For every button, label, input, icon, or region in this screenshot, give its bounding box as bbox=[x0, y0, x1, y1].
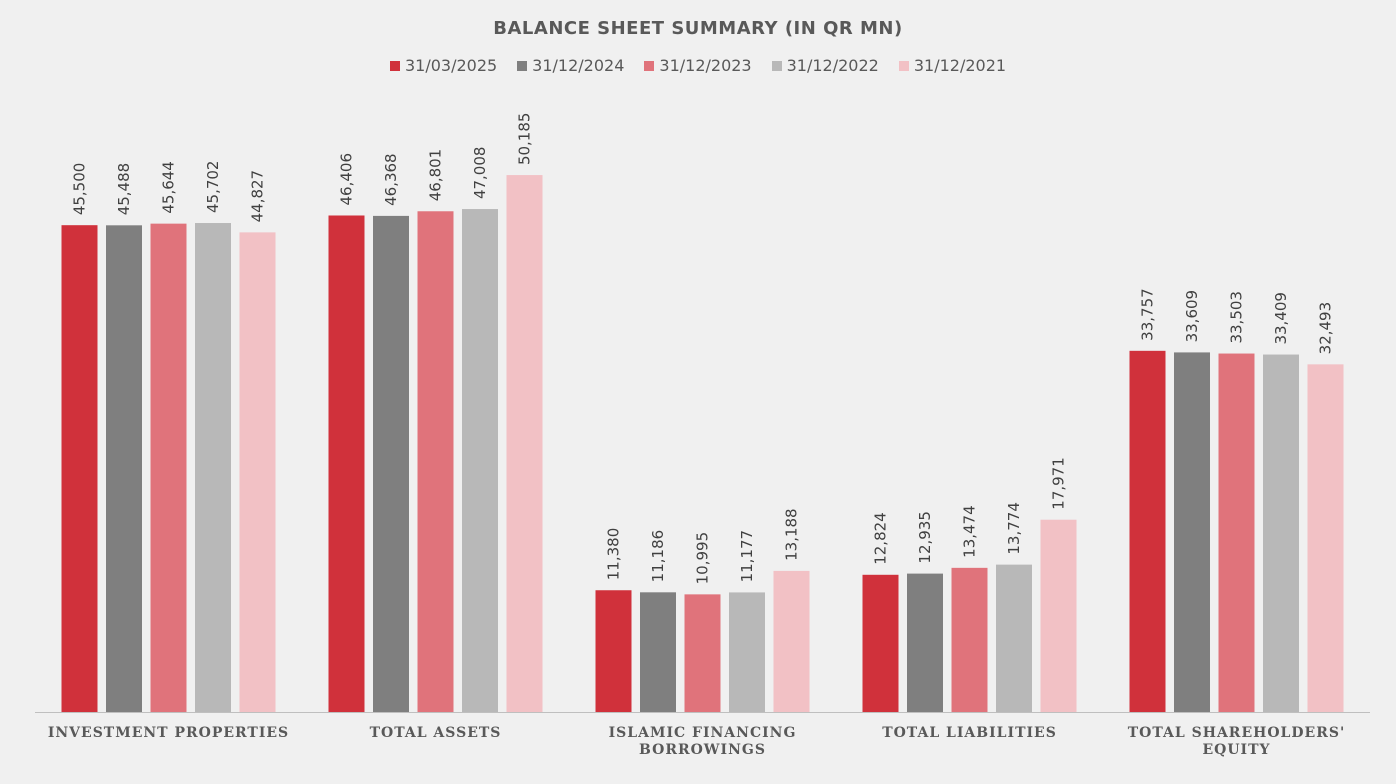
bar bbox=[862, 574, 899, 712]
bar bbox=[996, 564, 1032, 712]
bar bbox=[328, 215, 365, 712]
bar bbox=[729, 592, 765, 712]
data-label: 33,409 bbox=[1272, 292, 1290, 345]
data-label: 46,801 bbox=[427, 149, 445, 202]
bar bbox=[150, 223, 187, 712]
data-label: 13,188 bbox=[783, 508, 801, 561]
data-label: 47,008 bbox=[471, 147, 489, 200]
bar bbox=[106, 225, 142, 712]
legend-swatch bbox=[389, 60, 400, 71]
bar bbox=[1174, 352, 1210, 712]
legend-swatch bbox=[517, 60, 528, 71]
bar bbox=[1307, 364, 1344, 712]
data-label: 12,935 bbox=[916, 511, 934, 564]
legend-label: 31/12/2022 bbox=[786, 56, 879, 75]
bar bbox=[417, 211, 454, 712]
bar bbox=[506, 175, 543, 712]
legend-item: 31/03/2025 bbox=[389, 56, 498, 75]
legend-item: 31/12/2023 bbox=[644, 56, 752, 75]
bar bbox=[640, 592, 676, 712]
legend-label: 31/12/2023 bbox=[659, 56, 752, 75]
legend-item: 31/12/2022 bbox=[771, 56, 879, 75]
data-label: 12,824 bbox=[872, 512, 890, 565]
bar bbox=[1263, 354, 1299, 712]
legend-swatch bbox=[771, 60, 782, 71]
data-label: 10,995 bbox=[694, 532, 712, 585]
data-label: 11,177 bbox=[738, 530, 756, 583]
legend-item: 31/12/2021 bbox=[898, 56, 1007, 75]
category-label: TOTAL ASSETS bbox=[370, 725, 502, 741]
data-label: 46,368 bbox=[382, 153, 400, 206]
data-label: 33,757 bbox=[1139, 288, 1157, 341]
legend-item: 31/12/2024 bbox=[517, 56, 624, 75]
bar bbox=[907, 573, 943, 712]
bar bbox=[684, 594, 721, 712]
legend-label: 31/12/2021 bbox=[913, 56, 1007, 75]
category-label: INVESTMENT PROPERTIES bbox=[48, 725, 289, 741]
data-label: 45,702 bbox=[204, 161, 222, 214]
data-label: 46,406 bbox=[338, 153, 356, 206]
category-label: ISLAMIC FINANCING bbox=[609, 725, 797, 741]
bar bbox=[595, 590, 632, 712]
legend-swatch bbox=[644, 60, 655, 71]
data-label: 32,493 bbox=[1317, 302, 1335, 355]
bar bbox=[773, 570, 810, 712]
category-label: TOTAL LIABILITIES bbox=[882, 725, 1057, 741]
bar bbox=[1040, 519, 1077, 712]
bar bbox=[462, 209, 498, 712]
data-label: 17,971 bbox=[1050, 457, 1068, 510]
data-label: 13,474 bbox=[961, 505, 979, 558]
data-label: 33,609 bbox=[1183, 290, 1201, 343]
category-label: TOTAL SHAREHOLDERS' bbox=[1128, 725, 1345, 741]
bar bbox=[1218, 353, 1255, 712]
data-label: 45,500 bbox=[71, 163, 89, 216]
bar bbox=[195, 223, 231, 712]
data-label: 50,185 bbox=[516, 113, 534, 166]
bar bbox=[61, 225, 98, 712]
data-label: 33,503 bbox=[1228, 291, 1246, 344]
legend-label: 31/03/2025 bbox=[404, 56, 498, 75]
data-label: 11,186 bbox=[649, 530, 667, 583]
data-label: 11,380 bbox=[605, 528, 623, 581]
bar bbox=[1129, 350, 1166, 712]
data-label: 44,827 bbox=[249, 170, 267, 223]
legend-label: 31/12/2024 bbox=[532, 56, 625, 75]
legend-swatch bbox=[898, 60, 909, 71]
data-label: 13,774 bbox=[1005, 502, 1023, 555]
chart-title: BALANCE SHEET SUMMARY (IN QR MN) bbox=[493, 18, 903, 39]
bar bbox=[239, 232, 276, 712]
category-label: EQUITY bbox=[1202, 742, 1270, 758]
category-label: BORROWINGS bbox=[639, 742, 766, 758]
data-label: 45,488 bbox=[115, 163, 133, 216]
bar bbox=[373, 215, 409, 712]
chart-legend: 31/03/2025 31/12/2024 31/12/2023 31/12/2022… bbox=[0, 56, 1396, 75]
data-label: 45,644 bbox=[160, 161, 178, 214]
bar bbox=[951, 567, 988, 712]
